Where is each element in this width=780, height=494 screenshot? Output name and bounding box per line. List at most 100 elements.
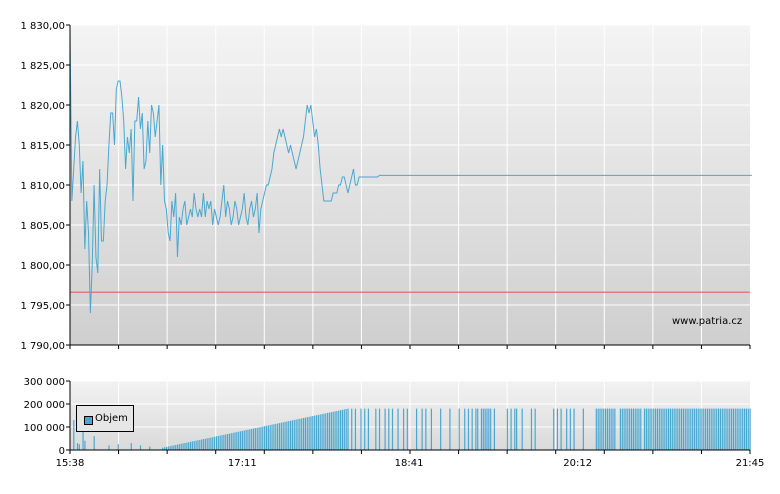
watermark: www.patria.cz bbox=[672, 316, 743, 327]
volume-bar bbox=[297, 419, 299, 450]
volume-bar bbox=[430, 408, 433, 450]
volume-bar bbox=[178, 444, 181, 450]
volume-bar bbox=[180, 443, 182, 450]
volume-bar bbox=[186, 442, 188, 450]
volume-bar bbox=[679, 408, 681, 450]
volume-bar bbox=[493, 408, 496, 450]
volume-bar bbox=[556, 408, 559, 450]
volume-bar bbox=[225, 434, 227, 450]
volume-bar bbox=[671, 408, 673, 450]
volume-bar bbox=[304, 417, 307, 450]
volume-bar bbox=[614, 408, 616, 450]
volume-bar bbox=[629, 408, 631, 450]
volume-bar bbox=[245, 430, 247, 450]
volume-bar bbox=[664, 408, 666, 450]
volume-bar bbox=[610, 408, 612, 450]
volume-bar bbox=[686, 408, 688, 450]
volume-bar bbox=[695, 408, 697, 450]
volume-bar bbox=[484, 408, 486, 450]
volume-bar bbox=[173, 445, 175, 450]
time-tick-label: 20:12 bbox=[563, 458, 592, 469]
volume-bar bbox=[197, 440, 199, 450]
volume-bar bbox=[252, 428, 255, 450]
volume-bar bbox=[638, 408, 640, 450]
price-ytick-label: 1 795,00 bbox=[20, 301, 65, 312]
legend-label: Objem bbox=[95, 413, 128, 424]
volume-bar bbox=[653, 408, 655, 450]
volume-bar bbox=[314, 415, 316, 450]
time-tick-label: 21:45 bbox=[736, 458, 765, 469]
volume-bar bbox=[219, 435, 221, 450]
volume-bar bbox=[714, 408, 716, 450]
volume-bar bbox=[634, 408, 636, 450]
volume-bar bbox=[662, 408, 664, 450]
volume-bar bbox=[293, 419, 295, 450]
volume-bar bbox=[295, 419, 297, 450]
volume-bar bbox=[321, 414, 323, 450]
volume-bar bbox=[265, 425, 268, 450]
volume-bar bbox=[699, 408, 701, 450]
volume-bar bbox=[251, 428, 253, 450]
volume-bar bbox=[169, 446, 171, 450]
volume-bar bbox=[191, 441, 193, 450]
volume-bar bbox=[738, 408, 740, 450]
price-ytick-label: 1 800,00 bbox=[20, 261, 65, 272]
volume-bar bbox=[703, 408, 705, 450]
volume-bar bbox=[308, 416, 310, 450]
volume-bar bbox=[340, 410, 342, 450]
volume-bar bbox=[260, 426, 262, 450]
volume-bar bbox=[217, 435, 219, 450]
volume-bar bbox=[315, 415, 318, 450]
volume-bar bbox=[729, 408, 731, 450]
volume-bar bbox=[655, 408, 657, 450]
volume-bar bbox=[176, 444, 179, 450]
volume-bar bbox=[328, 412, 331, 450]
volume-bar bbox=[725, 408, 727, 450]
volume-bar bbox=[310, 416, 312, 450]
volume-bar bbox=[199, 439, 201, 450]
volume-bar bbox=[327, 412, 329, 450]
volume-bar bbox=[727, 408, 729, 450]
volume-bar bbox=[621, 408, 623, 450]
volume-bar bbox=[228, 433, 231, 450]
volume-bar bbox=[660, 408, 662, 450]
volume-bar bbox=[736, 408, 738, 450]
time-tick-label: 17:11 bbox=[228, 458, 257, 469]
volume-bar bbox=[202, 439, 205, 450]
volume-bar bbox=[149, 446, 151, 450]
volume-bar bbox=[415, 408, 418, 450]
volume-bar bbox=[669, 408, 672, 450]
volume-bar bbox=[360, 408, 362, 450]
volume-bar bbox=[688, 408, 690, 450]
volume-bar bbox=[690, 408, 692, 450]
volume-bar bbox=[130, 443, 132, 450]
volume-bar bbox=[745, 408, 747, 450]
volume-bar bbox=[208, 437, 210, 450]
volume-bar bbox=[262, 426, 264, 450]
volume-bar bbox=[723, 408, 725, 450]
volume-bar bbox=[530, 408, 533, 450]
volume-bar bbox=[351, 408, 353, 450]
price-ytick-label: 1 810,00 bbox=[20, 181, 65, 192]
volume-bar bbox=[338, 410, 340, 450]
volume-bar bbox=[241, 430, 244, 450]
volume-bar bbox=[645, 408, 647, 450]
volume-bar bbox=[516, 408, 518, 450]
volume-bar bbox=[675, 408, 677, 450]
volume-bar bbox=[317, 414, 319, 450]
time-tick-label: 15:38 bbox=[56, 458, 85, 469]
volume-bar bbox=[334, 411, 336, 450]
volume-bar bbox=[239, 431, 242, 450]
volume-bar bbox=[573, 408, 575, 450]
volume-bar bbox=[73, 420, 75, 450]
volume-bar bbox=[302, 417, 305, 450]
volume-bar bbox=[278, 423, 281, 450]
volume-bar bbox=[212, 437, 214, 450]
volume-bar bbox=[182, 443, 184, 450]
volume-bar bbox=[471, 408, 473, 450]
volume-bar bbox=[719, 408, 722, 450]
volume-bar bbox=[521, 408, 523, 450]
volume-bar bbox=[482, 408, 484, 450]
